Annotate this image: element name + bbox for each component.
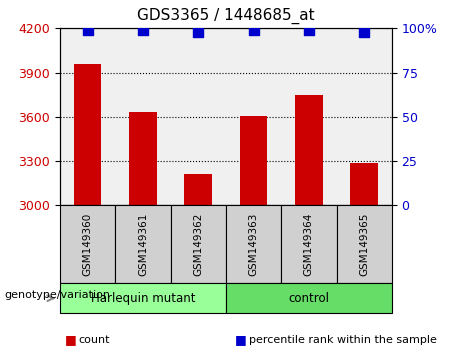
Point bbox=[195, 29, 202, 35]
Text: percentile rank within the sample: percentile rank within the sample bbox=[249, 335, 437, 345]
Text: Harlequin mutant: Harlequin mutant bbox=[91, 292, 195, 305]
Bar bbox=[129, 113, 157, 205]
Bar bbox=[240, 116, 267, 205]
Text: count: count bbox=[78, 335, 110, 345]
Point bbox=[139, 27, 147, 33]
Bar bbox=[350, 162, 378, 205]
Bar bbox=[295, 96, 323, 205]
Text: control: control bbox=[289, 292, 329, 305]
Text: genotype/variation: genotype/variation bbox=[5, 290, 111, 301]
Point bbox=[305, 27, 313, 33]
Bar bbox=[184, 173, 212, 205]
Text: GSM149361: GSM149361 bbox=[138, 212, 148, 276]
Point bbox=[84, 27, 91, 33]
Title: GDS3365 / 1448685_at: GDS3365 / 1448685_at bbox=[137, 8, 315, 24]
Text: GSM149364: GSM149364 bbox=[304, 212, 314, 276]
Text: GSM149365: GSM149365 bbox=[359, 212, 369, 276]
Point bbox=[250, 27, 257, 33]
Text: ■: ■ bbox=[65, 333, 76, 346]
Text: GSM149360: GSM149360 bbox=[83, 213, 93, 276]
Point bbox=[361, 29, 368, 35]
Text: GSM149363: GSM149363 bbox=[248, 212, 259, 276]
Text: ■: ■ bbox=[235, 333, 247, 346]
Text: GSM149362: GSM149362 bbox=[193, 212, 203, 276]
Bar bbox=[74, 64, 101, 205]
